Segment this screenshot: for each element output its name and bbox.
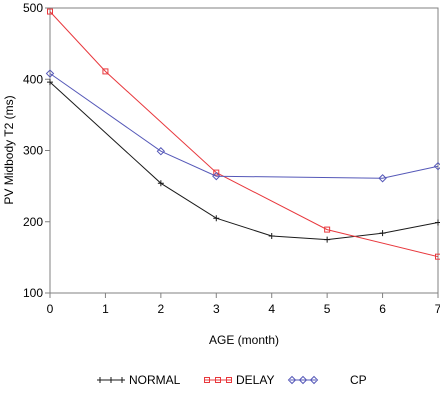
data-point-normal <box>324 236 331 243</box>
x-axis-title: AGE (month) <box>209 333 279 347</box>
x-tick-label: 2 <box>158 302 165 316</box>
series-line-normal <box>49 81 439 241</box>
x-axis: 0 1 2 3 4 5 6 7 <box>47 293 440 316</box>
y-tick-label: 100 <box>23 286 43 300</box>
x-tick-label: 1 <box>102 302 109 316</box>
legend-marker-cp <box>309 375 319 385</box>
legend-marker-cp <box>298 375 308 385</box>
legend-marker-normal <box>119 377 125 383</box>
data-point-delay <box>102 68 109 75</box>
legend-marker-cp <box>287 375 297 385</box>
series-layer <box>45 8 440 260</box>
legend-marker-delay <box>226 377 232 383</box>
data-point-normal <box>213 215 220 222</box>
data-point-cp <box>212 171 221 181</box>
y-axis-title: PV Midbody T2 (ms) <box>2 95 16 204</box>
x-tick-label: 6 <box>379 302 386 316</box>
legend-label-normal: NORMAL <box>129 373 181 387</box>
data-point-cp <box>433 161 440 171</box>
data-point-delay <box>213 169 220 176</box>
data-point-normal <box>379 230 386 237</box>
x-tick-label: 5 <box>324 302 331 316</box>
y-tick-label: 400 <box>23 72 43 86</box>
legend-item-delay: DELAY <box>204 373 274 387</box>
x-tick-label: 7 <box>435 302 440 316</box>
data-point-cp <box>156 147 166 156</box>
y-tick-label: 300 <box>23 144 43 158</box>
plot-frame <box>49 7 439 294</box>
y-axis: 100 200 300 400 500 <box>23 1 50 300</box>
series-cp <box>45 69 440 183</box>
data-point-cp <box>378 174 387 183</box>
data-point-cp <box>45 69 55 78</box>
data-point-normal <box>268 233 275 239</box>
data-point-delay <box>324 226 331 233</box>
y-tick-label: 200 <box>23 215 43 229</box>
legend-label-delay: DELAY <box>236 373 274 387</box>
legend-item-normal: NORMAL <box>97 373 181 387</box>
data-point-normal <box>157 180 164 187</box>
legend-marker-delay <box>215 377 221 383</box>
legend-marker-normal <box>97 377 103 383</box>
data-point-delay <box>435 253 440 260</box>
series-line-cp <box>49 73 439 179</box>
x-tick-label: 0 <box>47 302 54 316</box>
data-point-delay <box>47 8 53 15</box>
series-normal <box>47 79 440 243</box>
x-tick-label: 4 <box>268 302 275 316</box>
legend-item-cp: CP <box>287 373 367 387</box>
series-line-delay <box>49 11 439 258</box>
legend-label-cp: CP <box>350 373 367 387</box>
data-point-normal <box>435 219 440 226</box>
legend-marker-normal <box>108 377 114 383</box>
y-tick-label: 500 <box>23 1 43 15</box>
x-tick-label: 3 <box>213 302 220 316</box>
data-point-normal <box>47 79 53 86</box>
legend: NORMAL DELAY CP <box>97 373 367 387</box>
legend-marker-delay <box>204 377 210 383</box>
